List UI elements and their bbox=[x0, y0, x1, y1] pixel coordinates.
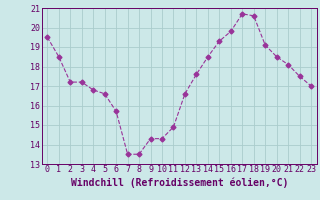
X-axis label: Windchill (Refroidissement éolien,°C): Windchill (Refroidissement éolien,°C) bbox=[70, 177, 288, 188]
